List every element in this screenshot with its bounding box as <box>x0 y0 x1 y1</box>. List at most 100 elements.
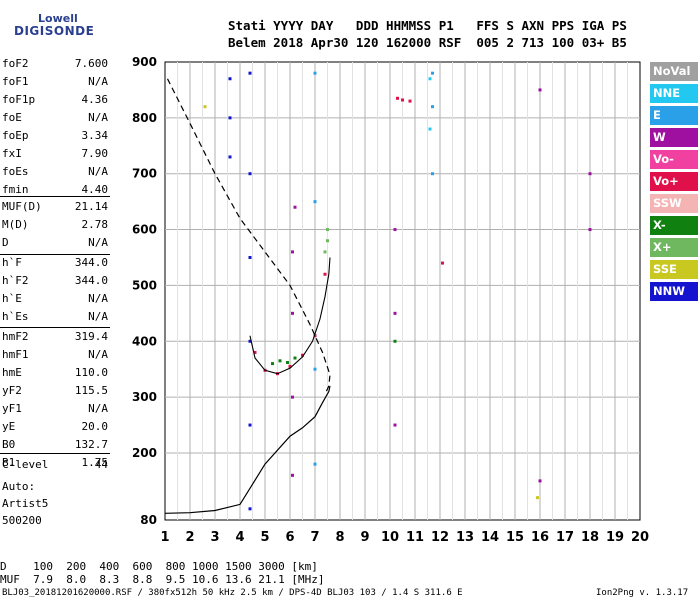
data-point-w <box>291 395 294 399</box>
legend-item-vo-: Vo- <box>650 150 698 169</box>
x-tick-label: 18 <box>581 530 599 545</box>
param-value: 7.90 <box>81 147 109 160</box>
data-point-w <box>588 228 592 232</box>
dashed-profile-curve <box>166 78 331 392</box>
x-tick-label: 7 <box>310 530 319 545</box>
muf-frequency-row: MUF 7.9 8.0 8.3 8.8 9.5 10.6 13.6 21.1 [… <box>0 573 325 586</box>
data-point-w <box>393 228 397 232</box>
param-value: 3.34 <box>81 129 109 142</box>
data-point-nnw <box>228 155 232 159</box>
f2-trace-curve <box>249 257 331 375</box>
data-point-nnw <box>248 339 252 343</box>
param-row: fmin 4.40 <box>2 183 108 201</box>
muf-distance-row: D 100 200 400 600 800 1000 1500 3000 [km… <box>0 560 318 573</box>
y-tick-label: 80 <box>140 513 157 527</box>
param-separator <box>0 327 110 328</box>
x-tick-label: 16 <box>531 530 549 545</box>
param-separator <box>0 453 110 454</box>
param-value: 1.75 <box>81 456 109 469</box>
x-tick-label: 5 <box>260 530 269 545</box>
header-row-labels: Stati YYYY DAY DDD HHMMSS P1 FFS S AXN P… <box>228 18 627 33</box>
data-point-nnw <box>248 255 252 259</box>
param-value: 7.600 <box>74 57 108 70</box>
param-value: 115.5 <box>74 384 108 397</box>
x-tick-label: 1 <box>160 530 169 545</box>
param-name: yE <box>2 420 16 433</box>
param-name: foEp <box>2 129 29 142</box>
header-row-values: Belem 2018 Apr30 120 162000 RSF 005 2 71… <box>228 35 627 50</box>
data-point-x- <box>293 356 297 360</box>
param-name: B0 <box>2 438 16 451</box>
param-value: N/A <box>88 310 108 323</box>
param-row: foF2 7.600 <box>2 57 108 75</box>
param-value: 344.0 <box>74 256 108 269</box>
data-point-w <box>291 311 294 315</box>
auto-code: 500200 <box>2 514 42 527</box>
data-point-e <box>313 462 317 466</box>
param-name: fmin <box>2 183 29 196</box>
param-value: N/A <box>88 292 108 305</box>
param-name: foEs <box>2 165 29 178</box>
param-name: MUF(D) <box>2 200 42 213</box>
param-row: MUF(D) 21.14 <box>2 200 108 218</box>
data-point-w <box>293 205 297 209</box>
param-row: h`F2 344.0 <box>2 274 108 292</box>
x-tick-label: 3 <box>210 530 219 545</box>
x-tick-label: 10 <box>381 530 399 545</box>
x-tick-label: 11 <box>406 530 424 545</box>
param-row: B0 132.7 <box>2 438 108 456</box>
param-row: hmF2 319.4 <box>2 330 108 348</box>
param-row: foF1 N/A <box>2 75 108 93</box>
y-tick-label: 300 <box>132 390 157 404</box>
data-point-e <box>431 71 434 75</box>
param-row: D N/A <box>2 236 108 254</box>
param-name: hmF2 <box>2 330 29 343</box>
legend-item-w: W <box>650 128 698 147</box>
param-name: hmF1 <box>2 348 29 361</box>
data-point-sse <box>536 496 539 500</box>
param-separator <box>0 196 110 197</box>
footer-version: Ion2Png v. 1.3.17 <box>596 588 689 598</box>
data-point-x- <box>326 239 329 243</box>
data-point-nnw <box>248 423 252 427</box>
x-tick-label: 9 <box>360 530 369 545</box>
param-value: 132.7 <box>74 438 108 451</box>
param-row: foEs N/A <box>2 165 108 183</box>
param-value: 4.36 <box>81 93 109 106</box>
data-point-e <box>313 200 317 204</box>
data-point-x- <box>393 339 397 343</box>
param-value: 4.40 <box>81 183 109 196</box>
data-point-vo- <box>313 334 317 338</box>
param-name: M(D) <box>2 218 29 231</box>
param-name: foF2 <box>2 57 29 70</box>
x-tick-label: 15 <box>506 530 524 545</box>
data-point-x- <box>286 360 289 364</box>
y-tick-label: 900 <box>132 55 157 69</box>
param-value: N/A <box>88 165 108 178</box>
data-point-nnw <box>228 116 232 120</box>
param-name: yF2 <box>2 384 22 397</box>
param-value: N/A <box>88 348 108 361</box>
data-point-w <box>393 311 397 315</box>
param-name: D <box>2 236 9 249</box>
param-row: C-level 44 <box>2 458 108 476</box>
x-tick-label: 8 <box>335 530 344 545</box>
data-point-e <box>431 105 434 109</box>
x-tick-label: 2 <box>185 530 194 545</box>
data-point-nnw <box>228 77 232 81</box>
data-point-e <box>431 172 434 176</box>
param-name: h`F2 <box>2 274 29 287</box>
param-row: h`Es N/A <box>2 310 108 328</box>
data-point-vo- <box>396 96 399 100</box>
data-point-x- <box>323 250 327 254</box>
data-point-nnw <box>248 172 252 176</box>
param-row: hmE 110.0 <box>2 366 108 384</box>
param-value: 319.4 <box>74 330 108 343</box>
data-point-w <box>393 423 397 427</box>
y-tick-label: 600 <box>132 223 157 237</box>
data-point-x- <box>278 359 282 363</box>
data-point-vo- <box>253 350 257 354</box>
legend-item-ssw: SSW <box>650 194 698 213</box>
param-row: foE N/A <box>2 111 108 129</box>
